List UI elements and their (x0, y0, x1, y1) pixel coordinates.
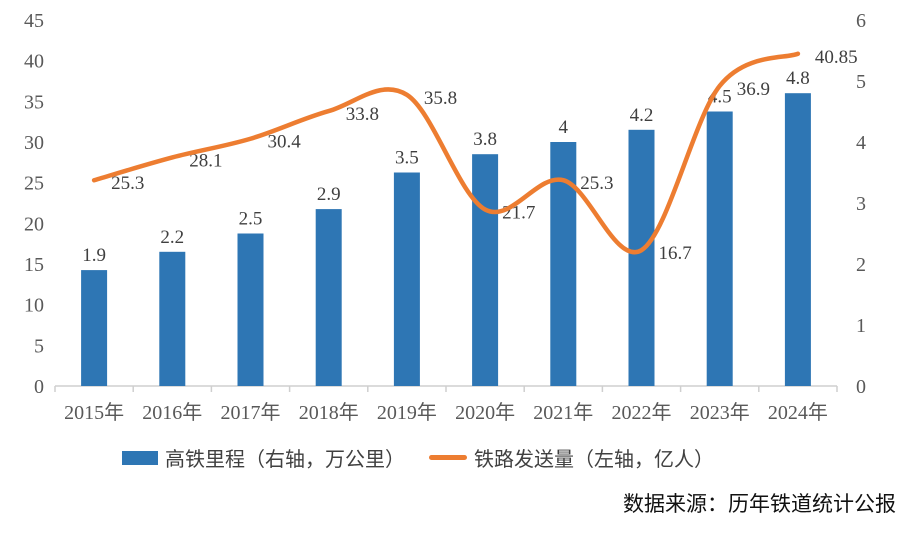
data-source-text: 数据来源：历年铁道统计公报 (623, 492, 896, 516)
bar (159, 251, 186, 386)
line-series (91, 51, 801, 255)
line-series-swatch-icon (429, 455, 467, 460)
x-axis-category-label: 2018年 (299, 401, 359, 424)
left-axis-tick-label: 45 (24, 10, 44, 32)
legend-line-label: 铁路发送量（左轴，亿人） (474, 449, 714, 471)
x-axis-category-label: 2024年 (768, 401, 828, 424)
left-axis-tick-label: 25 (24, 173, 44, 195)
left-axis-tick-label: 5 (34, 335, 44, 357)
right-axis-tick-label: 4 (856, 132, 866, 154)
right-axis-tick-label: 2 (856, 254, 866, 276)
line-value-label: 36.9 (737, 79, 770, 100)
line-value-label: 40.85 (815, 47, 858, 68)
right-axis-tick-label: 6 (856, 10, 866, 32)
bar (472, 154, 499, 386)
left-axis-tick-label: 30 (24, 132, 44, 154)
bar (706, 111, 733, 386)
left-axis-tick-label: 10 (24, 295, 44, 317)
line-value-label: 25.3 (580, 173, 613, 194)
bar-value-label: 2.5 (239, 209, 263, 230)
left-axis-tick-label: 0 (34, 376, 44, 398)
bar-value-label: 3.8 (473, 129, 497, 150)
legend-bar-label: 高铁里程（右轴，万公里） (165, 449, 405, 471)
x-axis-category-label: 2016年 (142, 401, 202, 424)
left-axis-tick-label: 15 (24, 254, 44, 276)
bar-value-label: 1.9 (82, 245, 106, 266)
legend-item-bar: 高铁里程（右轴，万公里） (122, 443, 405, 472)
chart-area: 0 5 10 15 20 25 30 35 40 45 0 1 2 3 4 5 6 2015年 2016年 2017年… (24, 10, 866, 424)
bar-value-label: 4.2 (630, 105, 654, 126)
bar (315, 209, 342, 386)
bar-value-label: 2.2 (160, 227, 184, 248)
x-axis-category-label: 2023年 (690, 401, 750, 424)
bar (81, 270, 108, 386)
left-axis-tick-label: 40 (24, 51, 44, 73)
bar-value-label: 4.8 (786, 68, 810, 89)
bar (784, 93, 811, 386)
right-axis-tick-label: 3 (856, 193, 866, 215)
line-value-label: 16.7 (659, 243, 692, 264)
chart-legend: 高铁里程（右轴，万公里） 铁路发送量（左轴，亿人） (0, 443, 904, 472)
line-value-label: 21.7 (502, 203, 535, 224)
x-axis-category-label: 2020年 (455, 401, 515, 424)
bar-value-label: 4 (559, 117, 569, 138)
bar (628, 129, 655, 387)
x-axis-category-label: 2019年 (377, 401, 437, 424)
right-axis-tick-label: 1 (856, 315, 866, 337)
x-axis-category-label: 2015年 (64, 401, 124, 424)
bar (237, 233, 264, 386)
bar-value-label: 3.5 (395, 148, 419, 169)
right-axis-tick-label: 5 (856, 71, 866, 93)
left-axis-tick-label: 35 (24, 91, 44, 113)
bar-value-label: 2.9 (317, 184, 341, 205)
left-axis-tick-label: 20 (24, 213, 44, 235)
x-axis-category-label: 2017年 (221, 401, 281, 424)
line-value-label: 25.3 (111, 173, 144, 194)
line-value-label: 33.8 (346, 104, 379, 125)
legend-item-line: 铁路发送量（左轴，亿人） (429, 443, 714, 472)
bar (393, 172, 420, 386)
source-row: 数据来源：历年铁道统计公报 (0, 488, 904, 518)
line-value-label: 28.1 (189, 150, 222, 171)
x-axis-category-label: 2021年 (533, 401, 593, 424)
right-axis-tick-label: 0 (856, 376, 866, 398)
line-value-label: 30.4 (268, 132, 302, 153)
x-axis-category-label: 2022年 (612, 401, 672, 424)
bar-series-swatch-icon (122, 450, 158, 465)
line-value-label: 35.8 (424, 88, 457, 109)
